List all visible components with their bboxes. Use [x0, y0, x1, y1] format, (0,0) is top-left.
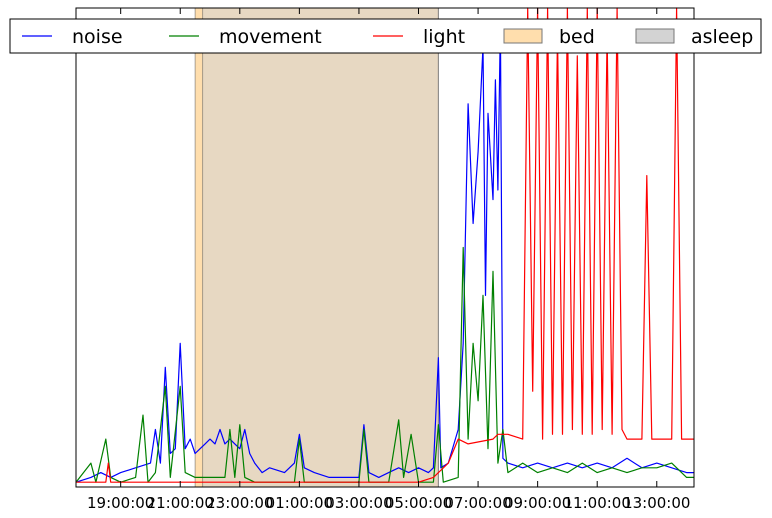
- x-tick-label: 21:00:00: [147, 494, 214, 512]
- movement-legend-label: movement: [219, 26, 322, 48]
- bed-legend-label: bed: [559, 26, 595, 48]
- plot-frame: [75, 7, 695, 488]
- light-legend-label: light: [423, 26, 465, 48]
- noise-series-line: [75, 21, 694, 483]
- asleep-span: [202, 7, 439, 488]
- legend: noise movement light bed asleep: [9, 18, 762, 54]
- bed-legend-patch: [503, 28, 543, 44]
- x-tick-label: 05:00:00: [385, 494, 452, 512]
- x-tick-label: 01:00:00: [266, 494, 333, 512]
- x-tick-label: 07:00:00: [444, 494, 511, 512]
- series-layer: [75, 7, 694, 483]
- movement-series-line: [75, 246, 694, 483]
- x-tick-label: 23:00:00: [206, 494, 273, 512]
- noise-legend-label: noise: [72, 26, 123, 48]
- x-tick-label: 11:00:00: [564, 494, 631, 512]
- x-tick-label: 03:00:00: [325, 494, 392, 512]
- span-layer: [194, 7, 439, 488]
- x-axis: 19:00:0021:00:0023:00:0001:00:0003:00:00…: [87, 8, 690, 512]
- light-series-line: [76, 7, 694, 483]
- x-tick-label: 13:00:00: [623, 494, 690, 512]
- x-tick-label: 19:00:00: [87, 494, 154, 512]
- asleep-legend-label: asleep: [691, 26, 753, 48]
- x-tick-label: 09:00:00: [504, 494, 571, 512]
- asleep-legend-patch: [635, 28, 675, 44]
